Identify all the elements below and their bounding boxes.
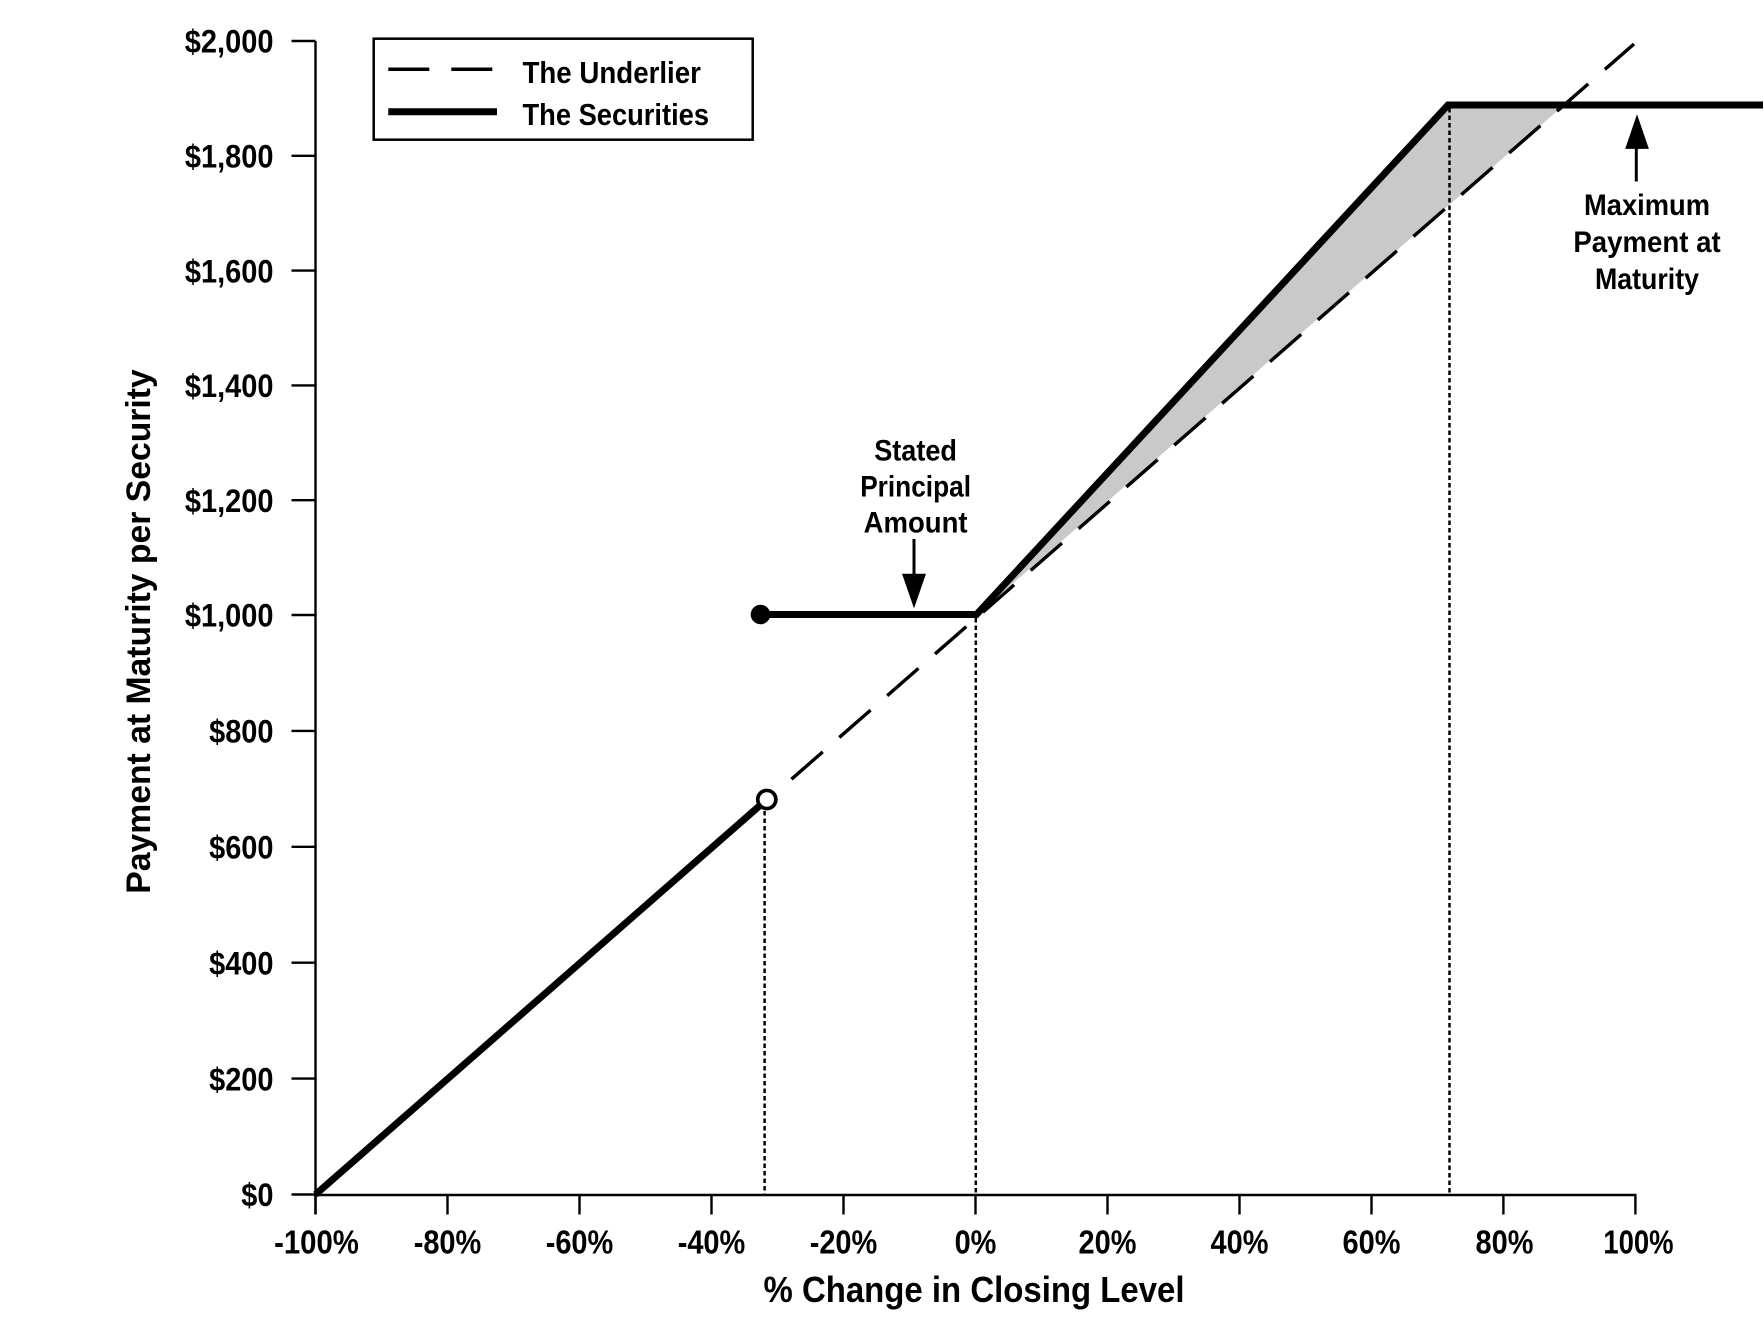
svg-text:40%: 40% <box>1211 1224 1269 1261</box>
svg-text:-100%: -100% <box>274 1224 359 1261</box>
svg-text:Stated: Stated <box>874 435 957 468</box>
svg-text:Principal: Principal <box>860 471 971 504</box>
svg-text:-20%: -20% <box>810 1224 878 1261</box>
svg-text:Amount: Amount <box>864 507 968 540</box>
svg-text:$1,400: $1,400 <box>185 368 274 404</box>
svg-text:$200: $200 <box>209 1061 273 1097</box>
svg-text:-80%: -80% <box>414 1224 482 1261</box>
svg-text:$1,200: $1,200 <box>185 483 274 519</box>
svg-text:20%: 20% <box>1079 1224 1137 1261</box>
svg-text:-60%: -60% <box>546 1224 614 1261</box>
svg-text:100%: 100% <box>1603 1224 1673 1261</box>
svg-text:-40%: -40% <box>678 1224 746 1261</box>
svg-text:$1,000: $1,000 <box>185 598 274 634</box>
svg-text:Payment at: Payment at <box>1573 226 1720 259</box>
svg-text:$1,800: $1,800 <box>185 139 274 175</box>
svg-text:Maturity: Maturity <box>1595 263 1699 296</box>
svg-text:The Underlier: The Underlier <box>523 55 701 90</box>
svg-text:Payment at Maturity per Securi: Payment at Maturity per Security <box>120 369 158 894</box>
svg-text:$600: $600 <box>209 830 273 866</box>
svg-text:60%: 60% <box>1343 1224 1401 1261</box>
svg-text:Maximum: Maximum <box>1584 189 1710 222</box>
svg-text:% Change in Closing Level: % Change in Closing Level <box>764 1269 1185 1310</box>
svg-text:80%: 80% <box>1476 1224 1534 1261</box>
svg-text:$0: $0 <box>241 1177 273 1213</box>
svg-text:The Securities: The Securities <box>523 97 710 132</box>
svg-text:$400: $400 <box>209 945 273 981</box>
svg-text:$2,000: $2,000 <box>185 24 274 60</box>
svg-text:0%: 0% <box>955 1224 997 1261</box>
svg-text:$1,600: $1,600 <box>185 253 274 289</box>
svg-text:$800: $800 <box>209 714 273 750</box>
